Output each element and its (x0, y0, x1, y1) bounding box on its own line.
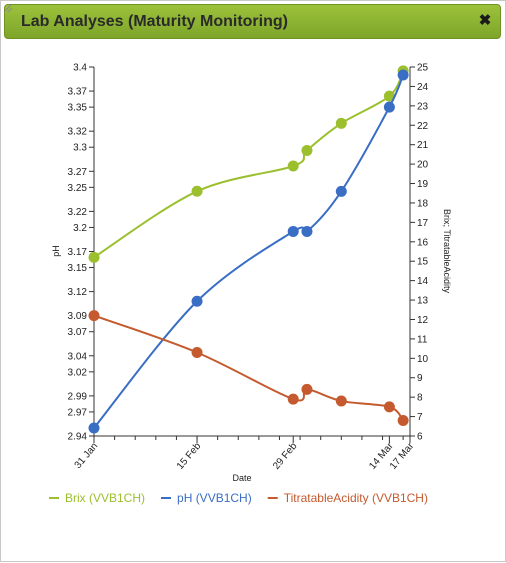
right-tick-label: 18 (417, 198, 429, 209)
left-tick-label: 2.99 (68, 391, 88, 402)
right-tick-label: 11 (417, 334, 428, 345)
left-tick-label: 2.97 (68, 407, 88, 418)
left-tick-label: 3.07 (68, 327, 88, 338)
right-tick-label: 7 (417, 412, 423, 423)
right-tick-label: 8 (417, 393, 423, 404)
left-tick-label: 3.37 (68, 87, 88, 98)
right-tick-label: 21 (417, 140, 429, 151)
data-point-1 (397, 69, 409, 81)
left-tick-label: 3.04 (68, 351, 88, 362)
data-point-0 (335, 117, 347, 129)
window-title: Lab Analyses (Maturity Monitoring) (21, 13, 288, 30)
x-axis-title: Date (232, 473, 251, 483)
right-tick-label: 14 (417, 276, 429, 287)
data-point-2 (383, 401, 395, 413)
data-point-1 (287, 225, 299, 237)
window-titlebar[interactable]: Lab Analyses (Maturity Monitoring) ✖ (4, 4, 501, 39)
left-tick-label: 2.94 (68, 432, 88, 443)
right-tick-label: 12 (417, 315, 429, 326)
left-tick-label: 3.17 (68, 247, 88, 258)
legend-label-0: Brix (VVB1CH) (65, 491, 145, 505)
data-point-0 (301, 145, 313, 157)
data-point-0 (191, 185, 203, 197)
series-line-0 (93, 70, 405, 259)
left-tick-label: 3.02 (68, 367, 88, 378)
close-icon[interactable]: ✖ (478, 12, 492, 29)
data-point-0 (383, 90, 395, 102)
data-point-2 (88, 310, 100, 322)
right-tick-label: 15 (417, 257, 429, 268)
right-tick-label: 24 (417, 82, 429, 93)
data-point-1 (301, 225, 313, 237)
data-point-0 (287, 160, 299, 172)
data-point-0 (88, 251, 100, 263)
data-point-2 (301, 383, 313, 395)
x-tick-label: 15 Feb (175, 441, 204, 472)
right-tick-label: 16 (417, 237, 429, 248)
data-point-2 (397, 414, 409, 426)
right-tick-label: 25 (417, 63, 429, 74)
right-tick-label: 23 (417, 101, 429, 112)
left-tick-label: 3.25 (68, 183, 88, 194)
data-point-1 (335, 185, 347, 197)
right-tick-label: 13 (417, 296, 429, 307)
x-tick-label: 29 Feb (271, 441, 300, 472)
x-tick-label: 31 Jan (73, 441, 101, 471)
left-tick-label: 3.35 (68, 103, 88, 114)
left-tick-label: 3.09 (68, 311, 88, 322)
right-tick-label: 6 (417, 432, 423, 443)
right-tick-label: 10 (417, 354, 429, 365)
right-tick-label: 20 (417, 160, 429, 171)
legend-label-1: pH (VVB1CH) (177, 491, 252, 505)
right-tick-label: 19 (417, 179, 429, 190)
left-tick-label: 3.3 (73, 143, 87, 154)
right-tick-label: 9 (417, 373, 423, 384)
left-tick-label: 3.12 (68, 287, 88, 298)
data-point-2 (191, 346, 203, 358)
right-axis-title: Brix; TitratableAcidity (442, 209, 452, 294)
left-tick-label: 3.22 (68, 207, 88, 218)
left-tick-label: 3.32 (68, 127, 88, 138)
right-tick-label: 22 (417, 121, 429, 132)
resize-grip-icon[interactable] (1, 1, 13, 13)
data-point-1 (383, 101, 395, 113)
left-tick-label: 3.15 (68, 263, 88, 274)
left-tick-label: 3.4 (73, 63, 87, 74)
left-tick-label: 3.27 (68, 167, 88, 178)
data-point-2 (335, 395, 347, 407)
data-point-1 (191, 295, 203, 307)
left-tick-label: 3.2 (73, 223, 87, 234)
data-point-1 (88, 422, 100, 434)
series-line-1 (93, 74, 405, 429)
legend-label-2: TitratableAcidity (VVB1CH) (284, 491, 428, 505)
data-point-2 (287, 393, 299, 405)
left-axis-title: pH (51, 245, 61, 257)
right-tick-label: 17 (417, 218, 429, 229)
